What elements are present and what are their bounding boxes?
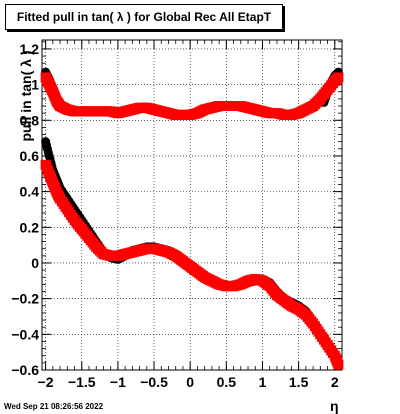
y-tick-label: −0.2 [11, 291, 39, 307]
x-tick-label: −0.5 [140, 374, 168, 390]
x-tick-label: −1 [110, 374, 126, 390]
y-tick-label: 0.4 [20, 184, 40, 200]
x-tick-label: 2 [331, 374, 339, 390]
x-tick-label: 1.5 [289, 374, 309, 390]
y-axis-label: pull in tan( λ ) [18, 50, 34, 142]
plot-frame [41, 39, 343, 371]
y-tick-label: 0 [31, 255, 39, 271]
data-point-square [333, 359, 344, 370]
y-tick-label: 1.2 [20, 41, 40, 57]
chart-title: Fitted pull in tan( λ ) for Global Rec A… [16, 10, 272, 24]
timestamp-footer: Wed Sep 21 08:26:56 2022 [4, 402, 104, 411]
data-point-square [333, 72, 344, 83]
y-tick-label: −0.4 [11, 326, 39, 342]
y-tick-label: 1 [31, 77, 39, 93]
y-tick-label: −0.6 [11, 362, 39, 378]
chart-title-box: Fitted pull in tan( λ ) for Global Rec A… [5, 4, 283, 30]
x-axis-label: η [330, 398, 339, 414]
x-tick-label: −2 [38, 374, 54, 390]
y-tick-label: 0.6 [20, 148, 40, 164]
x-tick-label: 1 [259, 374, 267, 390]
x-tick-label: −1.5 [68, 374, 96, 390]
x-tick-label: 0.5 [217, 374, 237, 390]
y-tick-label: 0.8 [20, 112, 40, 128]
y-tick-label: 0.2 [20, 219, 40, 235]
x-tick-label: 0 [186, 374, 194, 390]
